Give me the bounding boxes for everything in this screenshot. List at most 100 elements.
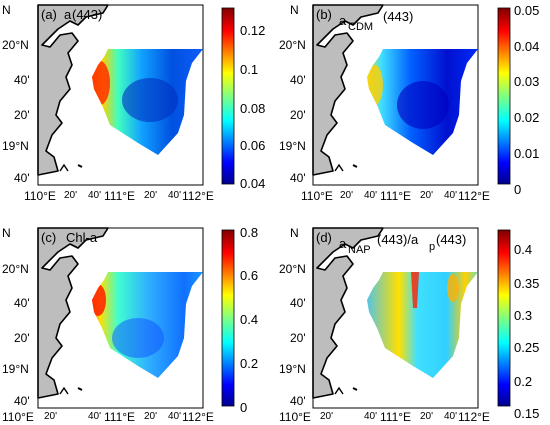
cb-b-tick: 0.02 (514, 110, 539, 125)
lon-label: 40' (364, 411, 377, 422)
lat-label: 19°N (2, 362, 29, 376)
panel-c-title-main: Chl-a (66, 230, 98, 245)
cb-b-tick: 0.01 (514, 146, 539, 161)
lat-label: 20' (290, 108, 306, 122)
lon-label: 20' (420, 411, 433, 422)
colorbar-c: 0.8 0.6 0.4 0.2 0 (221, 225, 258, 415)
panel-d-title-suffix2: (443) (436, 232, 466, 247)
panel-d-title-suffix: (443)/a (377, 232, 419, 247)
lat-axis-right-top: N 20°N 40' 20' 19°N 40' (279, 3, 306, 185)
lon-label: 40' (88, 411, 101, 422)
panel-d-title-sub2: p (429, 241, 435, 253)
cb-a-tick: 0.04 (240, 176, 265, 191)
lon-label: 40' (444, 190, 457, 201)
panel-b-title-main: a (339, 13, 347, 28)
cb-c-tick: 0.4 (240, 312, 258, 327)
lon-label: 20' (144, 411, 157, 422)
cb-b-tick: 0 (514, 182, 521, 197)
panel-a-title-suffix: (443) (72, 7, 102, 22)
lat-label: 40' (14, 73, 30, 87)
lat-label: 19°N (2, 139, 29, 153)
lat-label: N (2, 3, 11, 17)
lon-axis-top-left: 110°E 20' 40' 111°E 20' 40' 112°E (24, 189, 214, 203)
lat-label: 20' (290, 331, 306, 345)
panel-a-title-main: a (64, 7, 72, 22)
lat-label: 20' (14, 331, 30, 345)
panel-a-letter: (a) (41, 7, 57, 22)
cb-c-tick: 0.2 (240, 356, 258, 371)
cb-b-tick: 0.04 (514, 39, 539, 54)
lon-label: 40' (168, 190, 181, 201)
cb-a-tick: 0.08 (240, 101, 265, 116)
lon-label: 40' (168, 411, 181, 422)
lon-axis-bottom-left: 110°E 20' 40' 111°E 20' 40' 112°E (2, 410, 214, 424)
lat-label: 40' (14, 171, 30, 185)
cb-c-tick: 0.8 (240, 225, 258, 240)
lon-label: 20' (44, 411, 57, 422)
cb-a-tick: 0.1 (240, 62, 258, 77)
lon-label: 110°E (2, 410, 34, 424)
lon-label: 20' (144, 190, 157, 201)
panel-d: (d) a NAP (443)/a p (443) (312, 227, 479, 409)
colorbar-a: 0.12 0.1 0.08 0.06 0.04 (221, 7, 265, 191)
lat-label: 40' (290, 296, 306, 310)
panel-a: (a) a (443) (37, 4, 204, 186)
lon-label: 40' (444, 411, 457, 422)
lon-label: 110°E (301, 189, 333, 203)
lon-label: 112°E (182, 410, 214, 424)
lat-label: 19°N (279, 139, 306, 153)
cb-a-tick: 0.12 (240, 23, 265, 38)
panel-d-title-sub: NAP (348, 244, 371, 256)
lon-label: 111°E (380, 189, 411, 203)
colorbar-b: 0.05 0.04 0.03 0.02 0.01 0 (497, 3, 539, 197)
lon-label: 20' (420, 190, 433, 201)
lon-axis-top-right: 110°E 20' 40' 111°E 20' 40' 112°E (301, 189, 490, 203)
lat-label: 20°N (279, 262, 306, 276)
cb-b-tick: 0.05 (514, 3, 539, 18)
cb-c-tick: 0 (240, 400, 247, 415)
panel-d-title-main: a (339, 236, 347, 251)
cb-d-tick: 0.3 (514, 308, 532, 323)
cb-d-tick: 0.25 (514, 340, 539, 355)
lon-label: 110°E (279, 410, 311, 424)
panel-b: (b) a CDM (443) (312, 4, 479, 186)
panel-b-title-suffix: (443) (383, 9, 413, 24)
lat-label: 40' (290, 73, 306, 87)
lat-label: 20°N (279, 38, 306, 52)
lat-label: 19°N (279, 362, 306, 376)
lon-label: 110°E (24, 189, 56, 203)
lon-label: 40' (88, 190, 101, 201)
lat-label: 40' (14, 394, 30, 408)
lat-axis-left-bottom: N 20°N 40' 20' 19°N 40' (2, 226, 30, 408)
panel-d-letter: (d) (316, 230, 332, 245)
lat-label: N (290, 226, 299, 240)
cb-c-tick: 0.6 (240, 268, 258, 283)
lon-label: 111°E (104, 410, 135, 424)
cb-d-tick: 0.4 (514, 242, 532, 257)
lon-axis-bottom-right: 110°E 20' 40' 111°E 20' 40' 112°E (279, 410, 490, 424)
lon-label: 111°E (104, 189, 135, 203)
panel-c: (c) Chl-a (37, 227, 204, 409)
lon-label: 20' (320, 411, 333, 422)
lon-label: 112°E (182, 189, 214, 203)
lat-label: 40' (290, 171, 306, 185)
lon-label: 112°E (458, 189, 490, 203)
lon-label: 112°E (458, 410, 490, 424)
lat-label: 40' (14, 296, 30, 310)
lat-label: 40' (290, 394, 306, 408)
panel-c-letter: (c) (41, 230, 56, 245)
cb-d-tick: 0.2 (514, 374, 532, 389)
lat-axis-left-top: N 20°N 40' 20' 19°N 40' (2, 3, 30, 185)
lat-axis-right-bottom: N 20°N 40' 20' 19°N 40' (279, 226, 306, 408)
lon-label: 20' (64, 190, 77, 201)
cb-a-tick: 0.06 (240, 138, 265, 153)
lat-label: 20' (14, 108, 30, 122)
lat-label: 20°N (2, 38, 29, 52)
lat-label: 20°N (2, 262, 29, 276)
cb-d-tick: 0.15 (514, 406, 539, 421)
cb-b-tick: 0.03 (514, 74, 539, 89)
lat-label: N (2, 226, 11, 240)
lon-label: 111°E (380, 410, 411, 424)
panel-b-letter: (b) (316, 7, 332, 22)
